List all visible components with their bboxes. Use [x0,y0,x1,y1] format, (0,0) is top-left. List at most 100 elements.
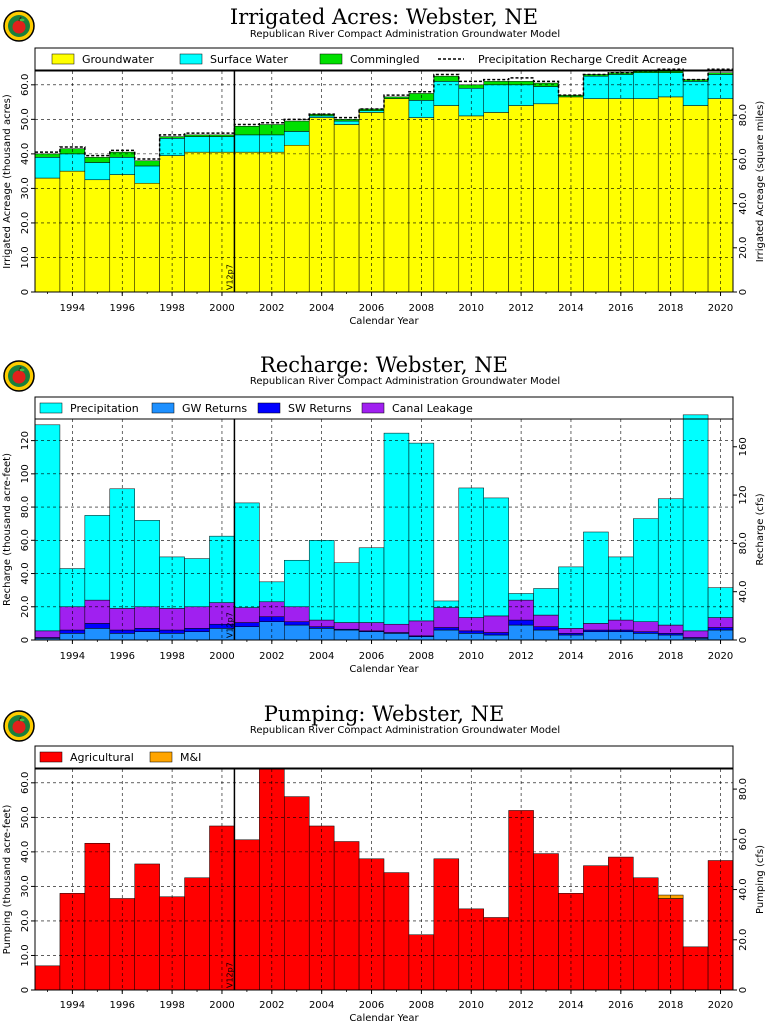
bar-agricultural-1999 [184,877,210,991]
legend: Agricultural M&I [34,745,734,769]
bar-groundwater-2001 [234,151,260,293]
bar-precipitation-2015 [583,531,609,624]
x-tick-label: 2014 [558,1000,583,1011]
y-tick-label: 60.0 [20,772,31,794]
legend-swatch [149,751,173,763]
bar-sw-returns-1997 [134,628,160,632]
bar-surface-water-2020 [707,74,734,99]
bar-agricultural-2012 [508,810,534,991]
x-tick-label: 2012 [508,1000,533,1011]
y-tick-label: 0 [20,637,31,643]
bar-precipitation-2018 [657,498,684,626]
bar-commingled-1999 [184,134,210,137]
chart-subtitle: Republican River Compact Administration … [250,29,560,40]
bar-sw-returns-2003 [284,621,310,626]
y-right-tick-label: 80.0 [738,104,749,126]
legend-label: SW Returns [288,402,352,415]
bars [34,414,734,641]
y-axis-label: Recharge (thousand acre-feet) [2,453,13,606]
bar-surface-water-1996 [109,157,135,175]
legend-swatch [361,402,385,414]
bar-agricultural-2001 [234,839,260,991]
version-label: V12p7 [225,612,234,638]
bar-groundwater-2011 [483,112,509,293]
y-tick-label: 20.0 [20,212,31,234]
bar-precipitation-2020 [707,587,734,618]
y-right-tick-label: 120 [738,486,749,505]
y-right-tick-label: 20.0 [738,929,749,951]
bar-gw-returns-1995 [84,628,111,641]
y-tick-label: 60.0 [20,74,31,96]
x-tick-label: 1994 [60,1000,85,1011]
bar-precipitation-2013 [533,588,559,616]
bar-precipitation-2006 [358,547,385,623]
x-tick-label: 1996 [110,1000,135,1011]
bar-agricultural-1997 [134,863,160,991]
plot-frame [34,70,734,293]
y-tick-label: 80.0 [20,496,31,518]
x-tick-label: 2014 [558,651,583,662]
x-tick-label: 2014 [558,303,583,314]
x-tick-label: 2010 [459,651,484,662]
bar-commingled-1993 [34,153,61,158]
y-tick-label: 40.0 [20,562,31,584]
bar-surface-water-2019 [682,81,709,106]
bar-gw-returns-2003 [284,624,310,641]
x-tick-label: 2016 [608,303,633,314]
legend-label: Groundwater [82,53,154,66]
legend-swatch [51,53,75,65]
x-tick-label: 2020 [708,651,733,662]
x-tick-label: 2004 [309,651,334,662]
bar-gw-returns-1999 [184,631,210,641]
bar-canal-leakage-1995 [84,599,111,624]
bars [34,768,734,991]
legend-label: Canal Leakage [392,402,473,415]
bar-sw-returns-1995 [84,623,111,629]
bar-precipitation-1995 [84,515,111,601]
y-right-tick-label: 60.0 [738,148,749,170]
x-tick-label: 2002 [259,303,284,314]
y-tick-label: 30.0 [20,177,31,199]
x-tick-label: 1998 [159,651,184,662]
bar-commingled-2000 [209,134,235,137]
bar-canal-leakage-2007 [383,623,410,633]
legend-swatch [319,53,343,65]
y-right-tick-label: 40.0 [738,581,749,603]
legend-swatch [257,402,281,414]
bar-gw-returns-2007 [383,633,410,641]
legend-swatch [39,402,63,414]
bar-canal-leakage-1997 [134,606,160,629]
bar-commingled-2011 [483,81,509,86]
x-tick-label: 1996 [110,651,135,662]
bar-surface-water-1997 [134,165,160,184]
bar-precipitation-2001 [234,502,260,608]
bar-gw-returns-2011 [483,634,509,641]
x-axis-label: Calendar Year [349,664,419,675]
gridlines [35,71,733,292]
plot-frame [34,418,734,641]
y-tick-label: 20.0 [20,910,31,932]
bar-commingled-1995 [84,157,111,163]
bar-surface-water-2011 [483,84,509,113]
apple-logo-icon [3,10,35,42]
x-tick-label: 2002 [259,1000,284,1011]
bar-groundwater-1995 [84,179,111,293]
y-tick-label: 50.0 [20,108,31,130]
bar-surface-water-1993 [34,157,61,179]
bar-groundwater-2013 [533,103,559,293]
x-axis-label: Calendar Year [349,316,419,327]
bar-precipitation-2019 [682,414,709,632]
bars [34,70,734,293]
x-tick-label: 2016 [608,651,633,662]
bar-precipitation-2005 [333,562,360,623]
y-tick-label: 30.0 [20,875,31,897]
legend-label: Agricultural [70,751,134,764]
bar-groundwater-2005 [333,124,360,293]
bar-agricultural-2016 [608,856,634,991]
x-tick-label: 1996 [110,303,135,314]
y-tick-label: 10.0 [20,944,31,966]
legend-swatch [151,402,175,414]
legend-label: Surface Water [210,53,288,66]
x-tick-label: 2000 [209,303,234,314]
bar-precipitation-2017 [633,518,659,622]
